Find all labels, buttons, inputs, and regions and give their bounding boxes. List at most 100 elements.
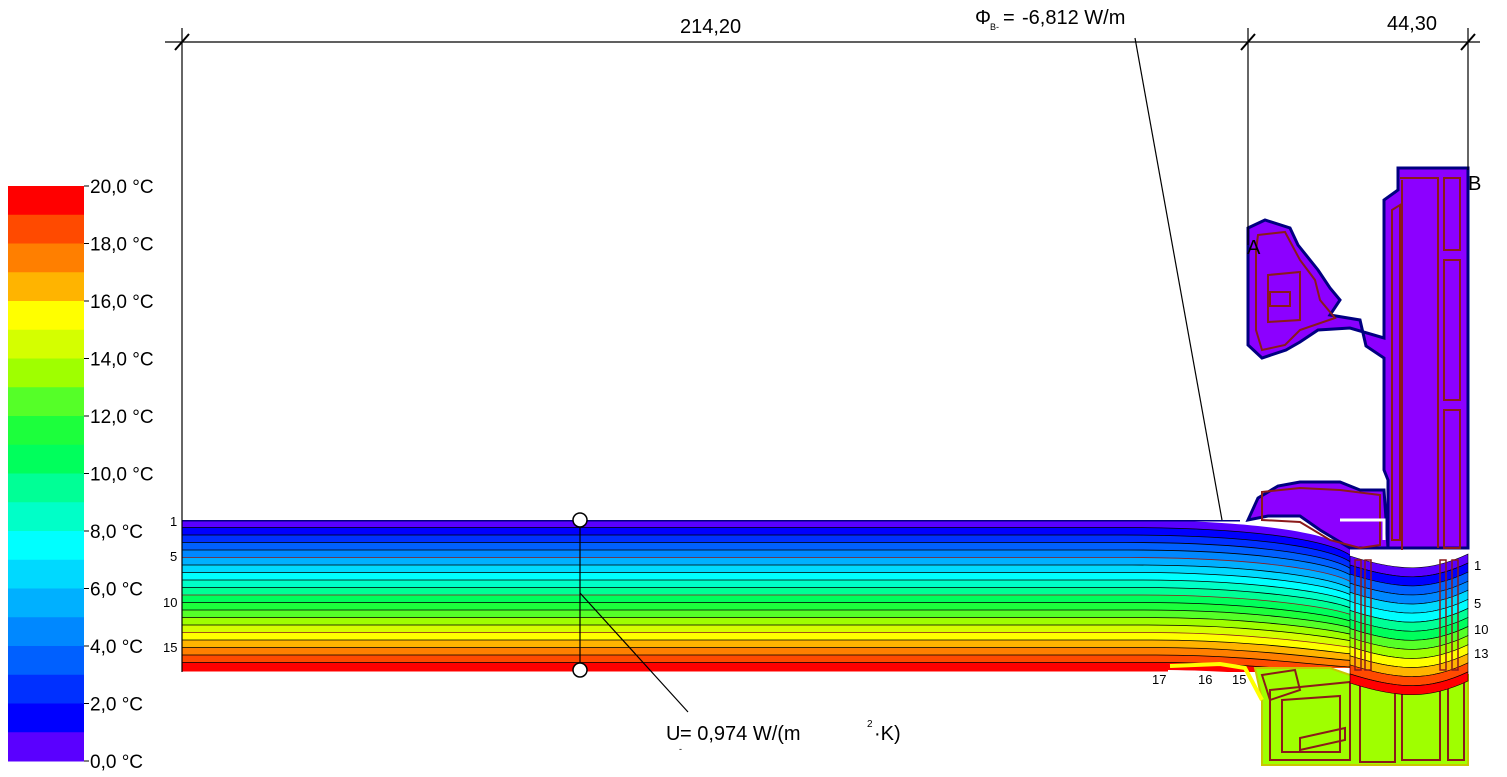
scale-swatch-9 bbox=[8, 444, 84, 474]
scale-swatch-13 bbox=[8, 559, 84, 589]
scale-label: 0,0 °C bbox=[90, 752, 143, 772]
glazing-spacer-3 bbox=[1451, 559, 1459, 671]
isotherm-line-18 bbox=[182, 654, 1350, 668]
frame-white-seam bbox=[1340, 518, 1386, 540]
wall-band-18 bbox=[182, 655, 1350, 672]
scale-swatch-10 bbox=[8, 473, 84, 503]
u-value-text: = 0,974 W/(m bbox=[680, 723, 801, 745]
isotherm-line-5 bbox=[182, 557, 1350, 583]
wall-band-10 bbox=[182, 595, 1350, 622]
glazing-spacer-0 bbox=[1354, 559, 1362, 671]
frame-temperature-bands bbox=[1349, 553, 1469, 696]
wall-band-11 bbox=[182, 602, 1350, 628]
isotherm-label-bottom: 16 bbox=[1198, 672, 1212, 687]
scale-swatch-12 bbox=[8, 531, 84, 561]
scale-swatch-6 bbox=[8, 358, 84, 388]
scale-swatch-0 bbox=[8, 186, 84, 216]
isotherm-label-right: 13 bbox=[1474, 646, 1488, 661]
isotherm-label-left: 5 bbox=[170, 549, 177, 564]
heat-flow-label: Φ B- = -6,812 W/m bbox=[975, 7, 1125, 32]
isotherm-label-left: 15 bbox=[163, 640, 177, 655]
wall-band-5 bbox=[182, 557, 1350, 589]
scale-swatch-17 bbox=[8, 674, 84, 704]
isotherm-label-right: 5 bbox=[1474, 596, 1481, 611]
scale-swatch-18 bbox=[8, 703, 84, 733]
frame-profile-lower bbox=[1245, 480, 1390, 550]
scale-swatch-2 bbox=[8, 243, 84, 273]
temperature-color-scale bbox=[8, 186, 84, 762]
isotherm-line-3 bbox=[182, 542, 1350, 570]
scale-swatch-1 bbox=[8, 214, 84, 244]
heat-flow-symbol: Φ bbox=[975, 7, 991, 29]
wall-band-3 bbox=[182, 542, 1350, 576]
wall-band-19 bbox=[182, 662, 1350, 672]
scale-label: 16,0 °C bbox=[90, 292, 154, 313]
wall-band-4 bbox=[182, 550, 1350, 583]
u-value-suffix: ·K) bbox=[874, 723, 901, 745]
glazing-spacer-1 bbox=[1364, 559, 1372, 671]
isotherm-line-9 bbox=[182, 587, 1350, 609]
scale-swatch-5 bbox=[8, 329, 84, 359]
scale-label: 20,0 °C bbox=[90, 177, 154, 198]
isotherm-label-bottom: 17 bbox=[1152, 672, 1166, 687]
isotherm-label-bottom: 15 bbox=[1232, 672, 1246, 687]
scale-swatch-3 bbox=[8, 272, 84, 302]
isotherm-label-left: 1 bbox=[170, 514, 177, 529]
glazing-spacer-2 bbox=[1439, 559, 1447, 671]
dimension-right-width: 44,30 bbox=[1387, 13, 1437, 35]
isotherm-line-10 bbox=[182, 594, 1350, 616]
wall-band-6 bbox=[182, 565, 1350, 596]
wall-band-13 bbox=[182, 617, 1350, 641]
warm-yellow-edge bbox=[1169, 661, 1264, 701]
isotherm-line-8 bbox=[182, 579, 1350, 603]
scale-label: 14,0 °C bbox=[90, 350, 154, 371]
isotherm-line-12 bbox=[182, 609, 1350, 629]
wall-band-17 bbox=[182, 647, 1350, 667]
u-value-label: U - = 0,974 W/(m 2 ·K) bbox=[666, 719, 901, 754]
u-value-subscript: - bbox=[679, 744, 682, 754]
dimension-lines bbox=[165, 28, 1480, 713]
isotherm-line-16 bbox=[182, 639, 1350, 655]
isotherm-line-17 bbox=[182, 647, 1350, 661]
scale-label: 8,0 °C bbox=[90, 522, 143, 543]
scale-swatch-7 bbox=[8, 387, 84, 417]
isotherm-line-11 bbox=[182, 602, 1350, 622]
scale-swatch-11 bbox=[8, 502, 84, 532]
wall-temperature-bands bbox=[182, 520, 1350, 672]
u-value-exponent: 2 bbox=[867, 719, 873, 730]
wall-band-15 bbox=[182, 632, 1350, 654]
isotherm-line-15 bbox=[182, 632, 1350, 648]
wall-band-16 bbox=[182, 640, 1350, 661]
scale-swatch-14 bbox=[8, 588, 84, 618]
wall-band-14 bbox=[182, 625, 1350, 648]
scale-label: 2,0 °C bbox=[90, 695, 143, 716]
temperature-scale-labels: 20,0 °C 18,0 °C 16,0 °C 14,0 °C 12,0 °C 10,0 … bbox=[84, 177, 154, 773]
isotherm-line-2 bbox=[182, 534, 1350, 564]
point-a-label: A bbox=[1247, 237, 1261, 259]
measure-point-top bbox=[572, 512, 588, 528]
scale-swatch-19 bbox=[8, 732, 84, 762]
isotherm-line-13 bbox=[182, 617, 1350, 635]
scale-label: 4,0 °C bbox=[90, 637, 143, 658]
isotherm-label-right: 10 bbox=[1474, 622, 1488, 637]
isotherm-line-6 bbox=[182, 564, 1350, 590]
point-b-label: B bbox=[1468, 173, 1481, 195]
wall-band-9 bbox=[182, 587, 1350, 615]
isotherm-line-1 bbox=[182, 527, 1350, 557]
scale-swatch-8 bbox=[8, 416, 84, 446]
frame-inner-chambers bbox=[1255, 177, 1461, 550]
isotherm-label-left: 10 bbox=[163, 595, 177, 610]
scale-label: 6,0 °C bbox=[90, 580, 143, 601]
isotherm-line-14 bbox=[182, 624, 1350, 642]
warm-section-chambers bbox=[1260, 668, 1465, 763]
measure-point-bottom bbox=[572, 662, 588, 678]
dimension-left-width: 214,20 bbox=[680, 16, 741, 38]
scale-swatch-4 bbox=[8, 301, 84, 331]
scale-swatch-16 bbox=[8, 646, 84, 676]
isotherm-line-4 bbox=[182, 549, 1350, 577]
wall-isotherm-lines bbox=[182, 518, 1350, 672]
frame-band-13 bbox=[1349, 671, 1469, 696]
